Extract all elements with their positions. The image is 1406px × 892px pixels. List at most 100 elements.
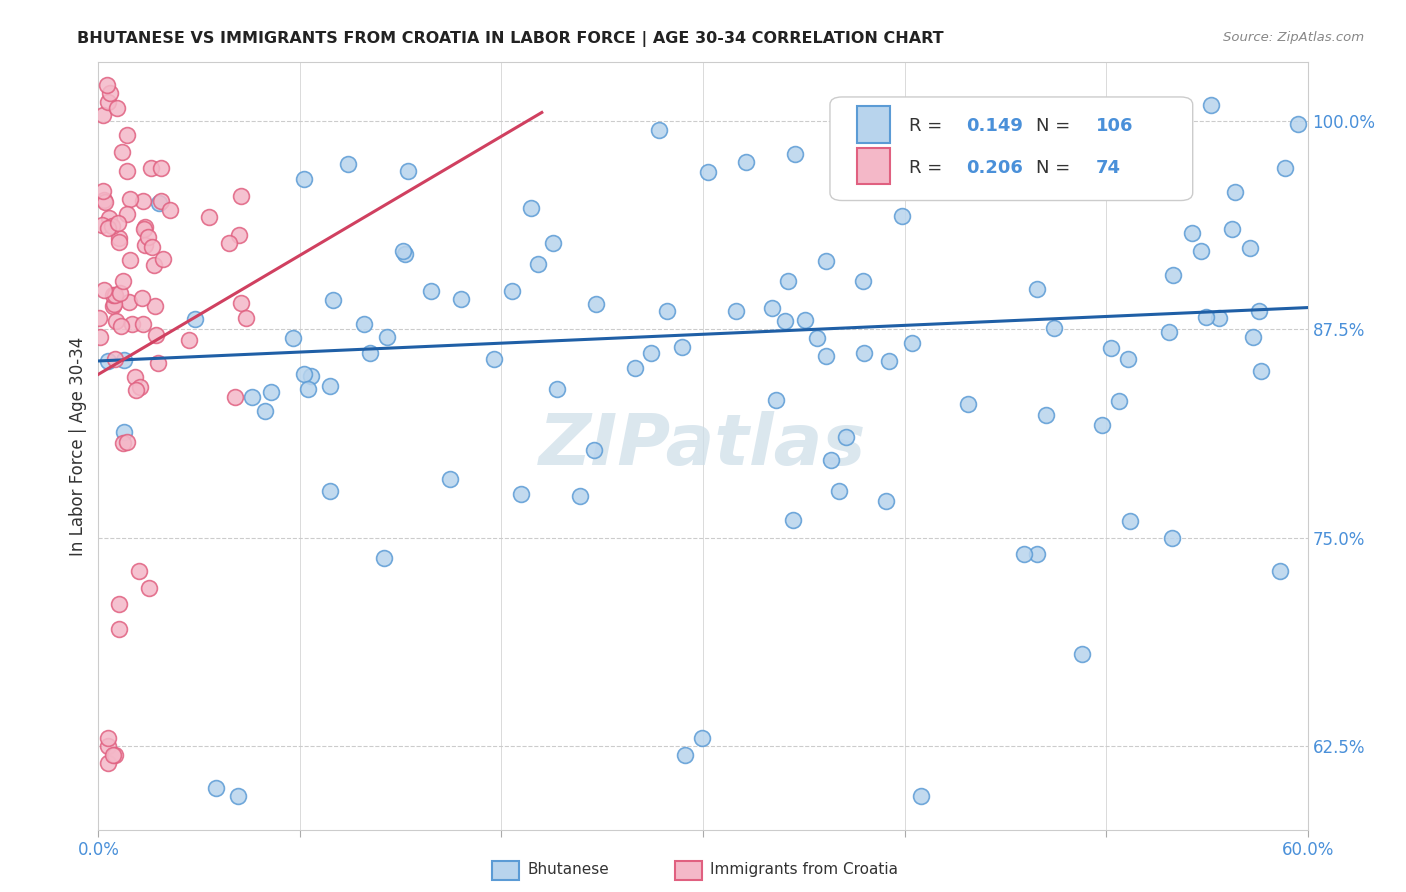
Point [337,157,360,171]
Text: N =: N = [1035,117,1076,135]
Point [297,382,319,396]
Point [1043,321,1066,335]
Point [131,291,153,305]
Point [101,747,124,762]
Point [120,193,142,207]
Point [806,331,828,345]
Point [359,346,381,360]
Point [93,193,115,207]
Point [815,254,838,268]
Text: R =: R = [908,117,948,135]
Point [148,196,170,211]
Point [115,128,138,142]
Text: BHUTANESE VS IMMIGRANTS FROM CROATIA IN LABOR FORCE | AGE 30-34 CORRELATION CHAR: BHUTANESE VS IMMIGRANTS FROM CROATIA IN … [77,31,943,47]
Point [97,353,120,368]
Point [1071,648,1094,662]
Point [91,108,114,122]
Text: 74: 74 [1097,159,1121,177]
Point [87,311,110,326]
Point [396,164,419,178]
Point [226,789,249,804]
Point [205,780,228,795]
Point [93,195,115,210]
Point [93,184,115,198]
Point [910,789,932,804]
Point [1223,185,1246,199]
Point [149,194,172,209]
Point [319,483,342,498]
Point [115,435,138,450]
Point [815,350,838,364]
Point [283,331,305,345]
Point [128,564,150,578]
Point [98,87,121,101]
Point [647,123,669,137]
Point [240,390,263,404]
Point [1239,241,1261,255]
Point [373,551,395,566]
Point [117,207,139,221]
Point [89,330,111,344]
Point [1268,564,1291,578]
Point [1012,548,1035,562]
Point [1035,409,1057,423]
Bar [856,106,890,143]
Point [125,383,148,397]
Point [121,317,143,331]
Point [1119,514,1142,528]
Point [143,258,166,272]
Point [145,299,167,313]
Point [1286,117,1309,131]
Point [107,623,129,637]
Point [112,425,135,440]
Point [260,384,283,399]
Point [152,252,174,267]
Point [697,165,720,179]
Point [231,189,253,203]
Point [1250,364,1272,378]
Point [218,236,240,251]
Point [129,380,152,394]
Point [1039,180,1062,194]
Point [149,161,172,176]
Y-axis label: In Labor Force | Age 30-34: In Labor Force | Age 30-34 [69,336,87,556]
Point [520,201,543,215]
Point [482,352,505,367]
Point [107,216,129,230]
Point [1116,351,1139,366]
Point [655,304,678,318]
Text: N =: N = [1035,159,1076,177]
Point [108,235,131,249]
Point [640,346,662,360]
Point [107,231,129,245]
Point [734,155,756,169]
Point [761,301,783,315]
Point [97,211,120,226]
Text: Immigrants from Croatia: Immigrants from Croatia [710,863,898,877]
Point [900,162,922,177]
Point [1274,161,1296,176]
Point [1025,282,1047,296]
Point [131,318,153,332]
Point [1194,310,1216,325]
Point [101,299,124,313]
Point [110,318,132,333]
Point [510,487,533,501]
Point [782,513,804,527]
Point [292,172,315,186]
Text: 0.206: 0.206 [966,159,1024,177]
Point [820,453,842,467]
Point [852,346,875,360]
Point [118,253,141,268]
Point [835,430,858,444]
Point [724,304,747,318]
Point [778,274,800,288]
Point [111,435,134,450]
Point [97,221,120,235]
Point [568,490,591,504]
Point [690,731,713,745]
Point [134,219,156,234]
Point [148,356,170,370]
Point [392,244,415,259]
Point [145,328,167,343]
